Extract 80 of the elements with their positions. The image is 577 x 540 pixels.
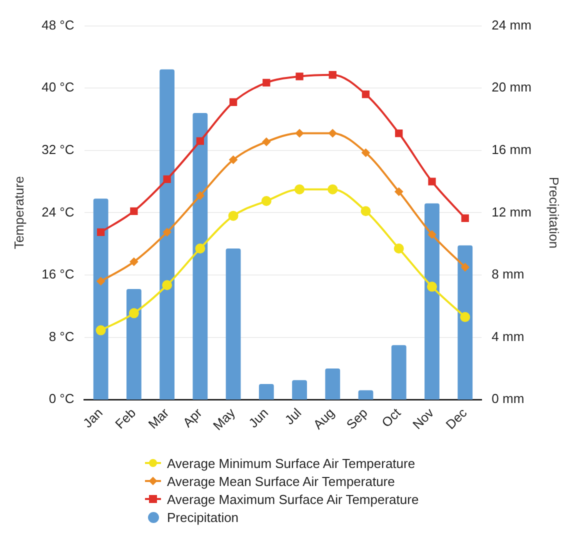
point <box>428 230 436 239</box>
y2-tick-label: 16 mm <box>492 142 532 157</box>
x-tick-label: Aug <box>310 405 338 432</box>
point <box>394 188 403 196</box>
y-tick-label: 48 °C <box>42 17 74 32</box>
y-tick-label: 8 °C <box>48 328 74 344</box>
point <box>362 90 370 98</box>
y-tick-label: 32 °C <box>42 142 74 157</box>
point <box>130 258 138 266</box>
x-tick-label: Dec <box>442 404 470 432</box>
point <box>96 228 105 236</box>
y2-tick-label: 0 mm <box>492 391 524 406</box>
y-tick-label: 0 °C <box>48 391 74 406</box>
point <box>360 206 371 216</box>
point <box>96 277 105 286</box>
point <box>228 210 238 221</box>
y2-tick-label: 20 mm <box>492 80 532 95</box>
bar <box>226 248 241 400</box>
y2-tick-label: 24 mm <box>492 17 532 32</box>
y2-tick-label: 8 mm <box>492 266 524 282</box>
point <box>262 78 270 86</box>
point <box>362 148 370 157</box>
point <box>461 214 469 222</box>
x-tick-label: Nov <box>410 404 437 432</box>
bar <box>391 345 406 400</box>
legend-label: Precipitation <box>167 510 239 524</box>
point <box>261 196 272 206</box>
point <box>229 156 238 164</box>
bar <box>192 113 208 400</box>
bar <box>458 245 473 400</box>
bar <box>325 368 340 400</box>
point <box>162 280 172 290</box>
point <box>394 244 404 254</box>
legend-label: Average Maximum Surface Air Temperature <box>167 492 419 506</box>
point <box>229 98 238 106</box>
y-tick-label: 24 °C <box>42 204 74 220</box>
point <box>461 263 470 272</box>
y2-tick-label: 12 mm <box>492 204 532 220</box>
bar <box>258 384 274 400</box>
point <box>195 244 206 254</box>
point <box>196 192 204 200</box>
point <box>328 184 338 194</box>
point <box>163 175 171 184</box>
legend-label: Average Minimum Surface Air Temperature <box>167 456 416 470</box>
bar <box>424 203 440 400</box>
x-tick-label: Feb <box>112 405 139 432</box>
point <box>96 325 106 336</box>
bar <box>358 390 374 400</box>
point <box>294 184 305 194</box>
point <box>460 312 470 322</box>
point <box>328 129 337 138</box>
point <box>296 72 304 80</box>
point <box>163 228 172 236</box>
y2-axis-title: Precipitation <box>546 176 562 248</box>
point <box>128 308 139 318</box>
point <box>296 129 304 138</box>
y-tick-label: 16 °C <box>42 266 74 282</box>
y-tick-label: 40 °C <box>42 80 74 95</box>
point <box>196 137 204 145</box>
point <box>428 178 436 186</box>
point <box>130 207 138 215</box>
y-axis-title: Temperature <box>11 176 26 250</box>
x-tick-label: Jun <box>246 405 272 431</box>
x-tick-label: Sep <box>343 405 370 432</box>
point <box>262 138 270 146</box>
bar <box>292 380 307 400</box>
point <box>395 129 403 138</box>
bar <box>126 289 142 400</box>
point <box>426 282 437 292</box>
x-tick-label: May <box>210 404 238 434</box>
legend-label: Average Mean Surface Air Temperature <box>167 474 395 488</box>
x-tick-label: Jul <box>282 405 304 428</box>
x-tick-label: Jan <box>80 405 106 431</box>
bar <box>160 69 175 400</box>
y2-tick-label: 4 mm <box>492 328 524 344</box>
point <box>328 71 336 79</box>
x-tick-label: Apr <box>180 404 206 430</box>
bar <box>93 198 108 400</box>
x-tick-label: Mar <box>145 404 172 432</box>
x-tick-label: Oct <box>378 404 404 430</box>
